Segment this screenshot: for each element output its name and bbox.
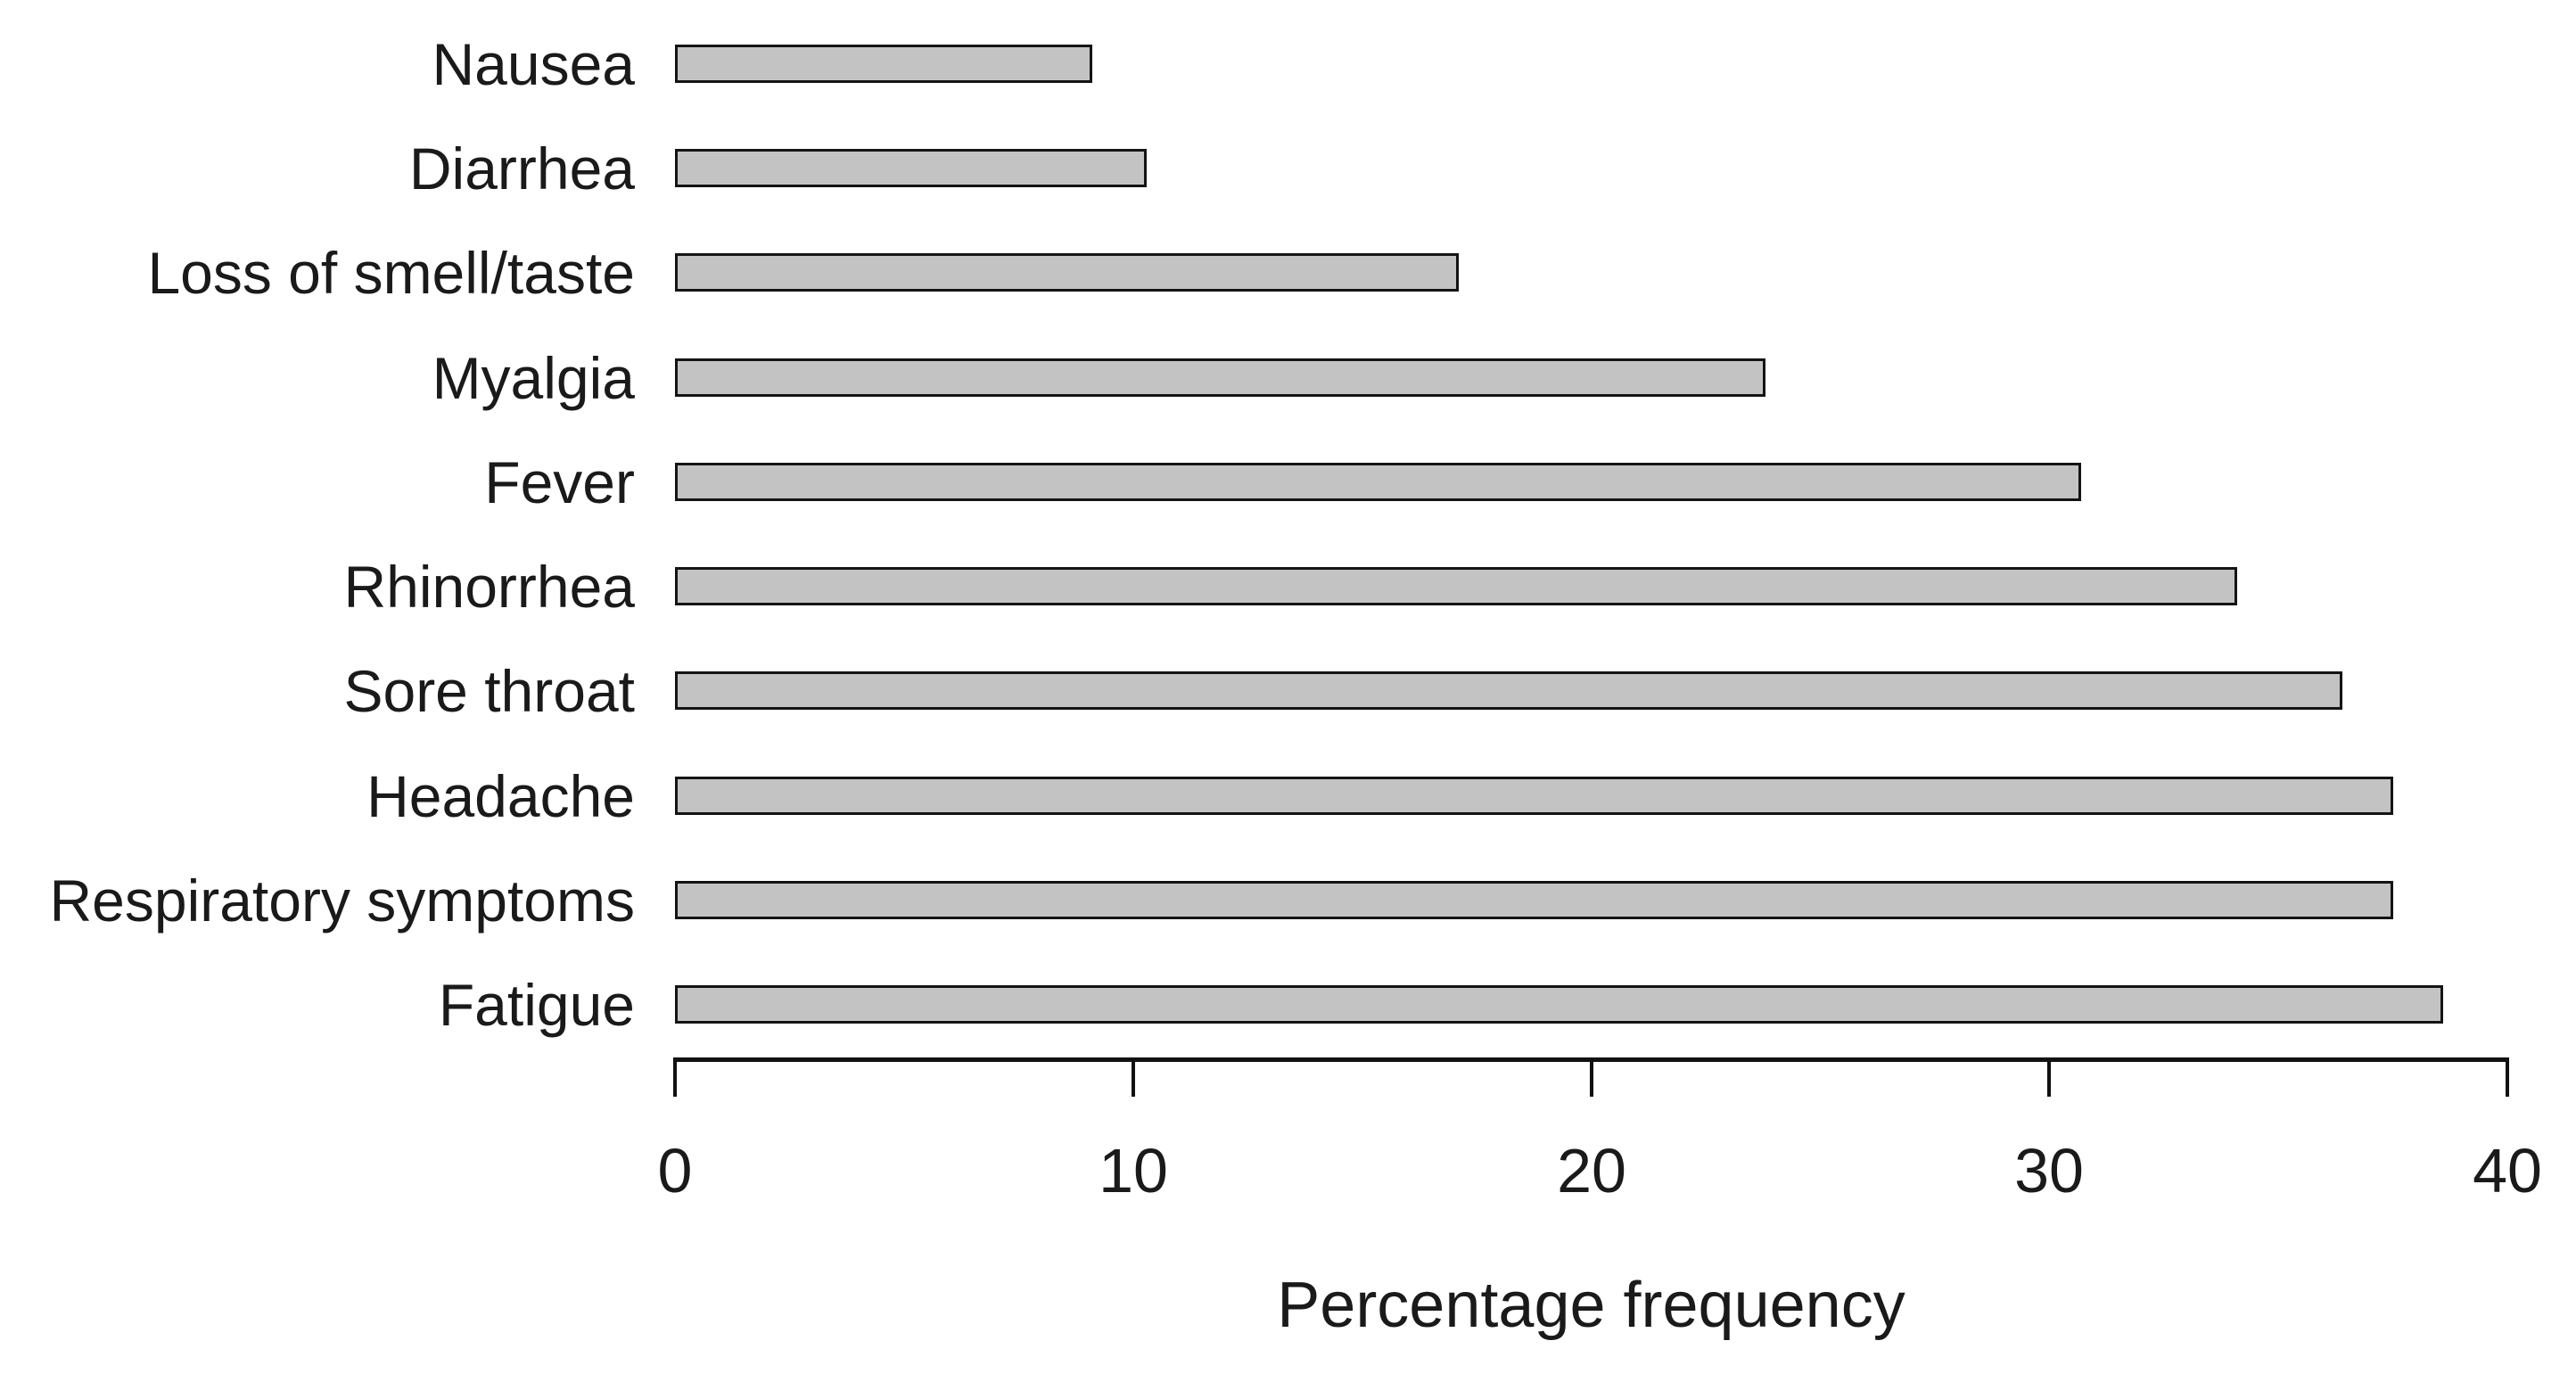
- x-axis-tick: [1590, 1057, 1593, 1097]
- category-label: Fatigue: [438, 971, 635, 1038]
- bar-row: Rhinorrhea: [0, 553, 2576, 620]
- x-axis-title: Percentage frequency: [1277, 1270, 1905, 1341]
- category-label: Headache: [366, 762, 635, 829]
- category-label: Sore throat: [343, 657, 635, 724]
- bar-row: Respiratory symptoms: [0, 867, 2576, 934]
- bar: [675, 777, 2393, 815]
- bar-row: Sore throat: [0, 657, 2576, 724]
- bar: [675, 463, 2081, 501]
- category-label: Loss of smell/taste: [147, 239, 635, 306]
- category-label: Nausea: [432, 30, 636, 97]
- bar: [675, 253, 1459, 292]
- bar-row: Myalgia: [0, 344, 2576, 411]
- category-label: Rhinorrhea: [343, 553, 635, 620]
- x-axis-tick: [673, 1057, 677, 1097]
- bar: [675, 358, 1765, 397]
- x-axis-tick-label: 10: [1099, 1136, 1168, 1205]
- category-label: Fever: [484, 448, 635, 515]
- x-axis-tick-label: 30: [2014, 1136, 2084, 1205]
- bar-row: Headache: [0, 762, 2576, 829]
- category-label: Diarrhea: [408, 135, 635, 202]
- bar: [675, 45, 1092, 83]
- bar-row: Fatigue: [0, 971, 2576, 1038]
- bar-row: Loss of smell/taste: [0, 239, 2576, 306]
- bar: [675, 671, 2342, 710]
- x-axis-tick-label: 40: [2473, 1136, 2542, 1205]
- x-axis-tick: [1132, 1057, 1135, 1097]
- bar: [675, 881, 2393, 919]
- bar: [675, 567, 2237, 605]
- bar-row: Diarrhea: [0, 135, 2576, 202]
- bar-row: Nausea: [0, 30, 2576, 97]
- category-label: Respiratory symptoms: [49, 867, 636, 934]
- x-axis-tick: [2047, 1057, 2051, 1097]
- x-axis-tick: [2506, 1057, 2509, 1097]
- bar: [675, 149, 1147, 187]
- category-label: Myalgia: [432, 344, 635, 411]
- bar-row: Fever: [0, 448, 2576, 515]
- bar: [675, 985, 2443, 1024]
- x-axis-tick-label: 0: [657, 1136, 693, 1205]
- x-axis-tick-label: 20: [1557, 1136, 1626, 1205]
